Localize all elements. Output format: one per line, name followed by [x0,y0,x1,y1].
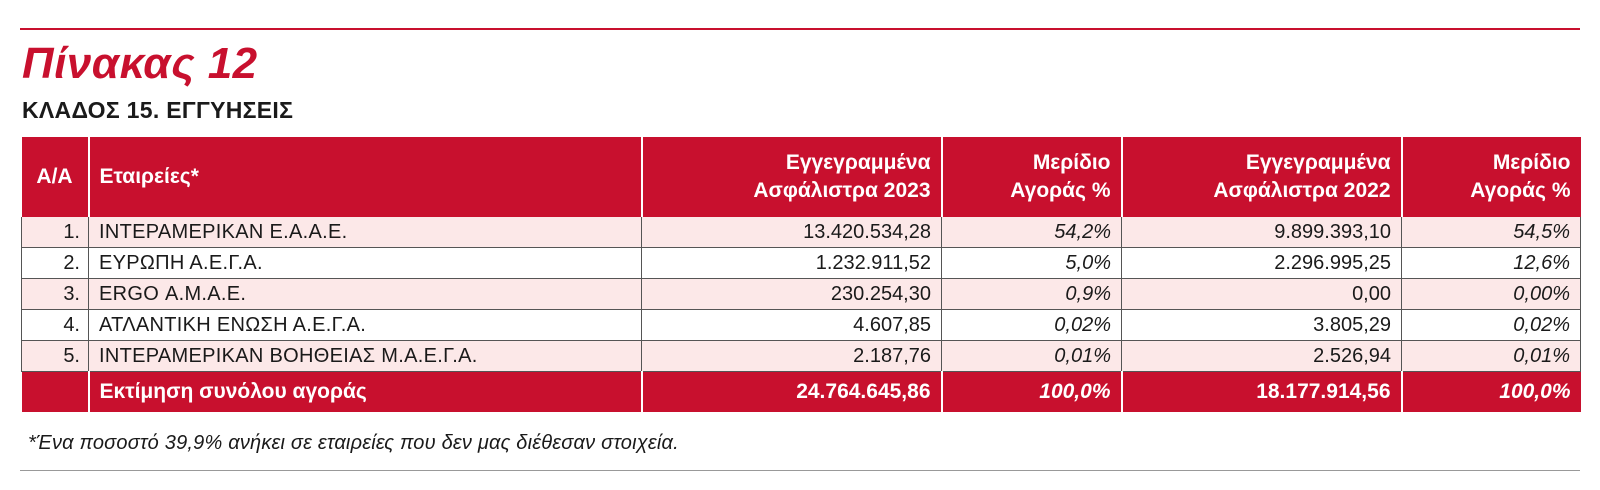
header-share-2022-line2: Αγοράς % [1470,179,1571,202]
premiums-2022: 3.805,29 [1121,309,1402,341]
footnote: *Ένα ποσοστό 39,9% ανήκει σε εταιρείες π… [28,432,679,454]
header-premiums-2022: Εγγεγραμμένα Ασφάλιστρα 2022 [1121,137,1403,217]
row-index: 1. [21,217,89,248]
total-premiums-2023: 24.764.645,86 [641,371,943,412]
row-index: 5. [21,340,89,372]
header-premiums-2022-line1: Εγγεγραμμένα [1245,151,1391,174]
bottom-rule [20,470,1580,471]
table-header: Α/Α Εταιρείες* Εγγεγραμμένα Ασφάλιστρα 2… [21,137,1581,217]
premiums-2023: 1.232.911,52 [641,247,942,279]
company-name: ΙΝΤΕΡΑΜΕΡΙΚΑΝ Ε.Α.Α.Ε. [88,217,642,248]
page-subtitle: ΚΛΑΔΟΣ 15. ΕΓΓΥΗΣΕΙΣ [22,97,294,123]
share-2022: 0,00% [1401,278,1581,310]
header-premiums-2023: Εγγεγραμμένα Ασφάλιστρα 2023 [641,137,943,217]
header-aa: Α/Α [21,137,90,217]
share-2022: 0,02% [1401,309,1581,341]
premiums-2023: 230.254,30 [641,278,942,310]
share-2023: 54,2% [941,217,1122,248]
premiums-2022: 9.899.393,10 [1121,217,1402,248]
share-2022: 0,01% [1401,340,1581,372]
total-share-2023: 100,0% [941,371,1123,412]
premiums-2022: 2.296.995,25 [1121,247,1402,279]
total-share-2022: 100,0% [1401,371,1581,412]
header-share-2022-line1: Μερίδιο [1492,151,1571,174]
share-2023: 0,02% [941,309,1122,341]
header-share-2022: Μερίδιο Αγοράς % [1401,137,1581,217]
table-row: 5. ΙΝΤΕΡΑΜΕΡΙΚΑΝ ΒΟΗΘΕΙΑΣ Μ.Α.Ε.Γ.Α. 2.1… [21,340,1581,372]
table-row: 1. ΙΝΤΕΡΑΜΕΡΙΚΑΝ Ε.Α.Α.Ε. 13.420.534,28 … [21,217,1581,248]
total-row: Εκτίμηση συνόλου αγοράς 24.764.645,86 10… [21,371,1581,412]
premiums-2022: 2.526,94 [1121,340,1402,372]
share-2023: 0,01% [941,340,1122,372]
premiums-2023: 4.607,85 [641,309,942,341]
premiums-table: Α/Α Εταιρείες* Εγγεγραμμένα Ασφάλιστρα 2… [21,137,1581,412]
table-row: 2. ΕΥΡΩΠΗ Α.Ε.Γ.Α. 1.232.911,52 5,0% 2.2… [21,247,1581,279]
row-index: 2. [21,247,89,279]
header-premiums-2023-line1: Εγγεγραμμένα [785,151,931,174]
table-footer: Εκτίμηση συνόλου αγοράς 24.764.645,86 10… [21,371,1581,412]
table-row: 3. ERGO Α.Μ.Α.Ε. 230.254,30 0,9% 0,00 0,… [21,278,1581,310]
total-index-blank [21,371,90,412]
share-2023: 5,0% [941,247,1122,279]
premiums-2022: 0,00 [1121,278,1402,310]
header-share-2023-line2: Αγοράς % [1010,179,1111,202]
share-2023: 0,9% [941,278,1122,310]
top-rule [20,28,1580,30]
header-row: Α/Α Εταιρείες* Εγγεγραμμένα Ασφάλιστρα 2… [21,137,1581,217]
row-index: 4. [21,309,89,341]
header-premiums-2022-line2: Ασφάλιστρα 2022 [1213,179,1391,202]
header-premiums-2023-line2: Ασφάλιστρα 2023 [753,179,931,202]
company-name: ΙΝΤΕΡΑΜΕΡΙΚΑΝ ΒΟΗΘΕΙΑΣ Μ.Α.Ε.Γ.Α. [88,340,642,372]
table-row: 4. ΑΤΛΑΝΤΙΚΗ ΕΝΩΣΗ Α.Ε.Γ.Α. 4.607,85 0,0… [21,309,1581,341]
row-index: 3. [21,278,89,310]
table-container: Α/Α Εταιρείες* Εγγεγραμμένα Ασφάλιστρα 2… [21,137,1581,412]
header-company: Εταιρείες* [88,137,643,217]
premiums-2023: 13.420.534,28 [641,217,942,248]
header-share-2023-line1: Μερίδιο [1032,151,1111,174]
company-name: ΑΤΛΑΝΤΙΚΗ ΕΝΩΣΗ Α.Ε.Γ.Α. [88,309,642,341]
company-name: ERGO Α.Μ.Α.Ε. [88,278,642,310]
header-share-2023: Μερίδιο Αγοράς % [941,137,1123,217]
page-title: Πίνακας 12 [22,39,258,88]
premiums-2023: 2.187,76 [641,340,942,372]
share-2022: 54,5% [1401,217,1581,248]
total-premiums-2022: 18.177.914,56 [1121,371,1403,412]
total-label: Εκτίμηση συνόλου αγοράς [88,371,643,412]
table-body: 1. ΙΝΤΕΡΑΜΕΡΙΚΑΝ Ε.Α.Α.Ε. 13.420.534,28 … [21,217,1581,372]
company-name: ΕΥΡΩΠΗ Α.Ε.Γ.Α. [88,247,642,279]
share-2022: 12,6% [1401,247,1581,279]
